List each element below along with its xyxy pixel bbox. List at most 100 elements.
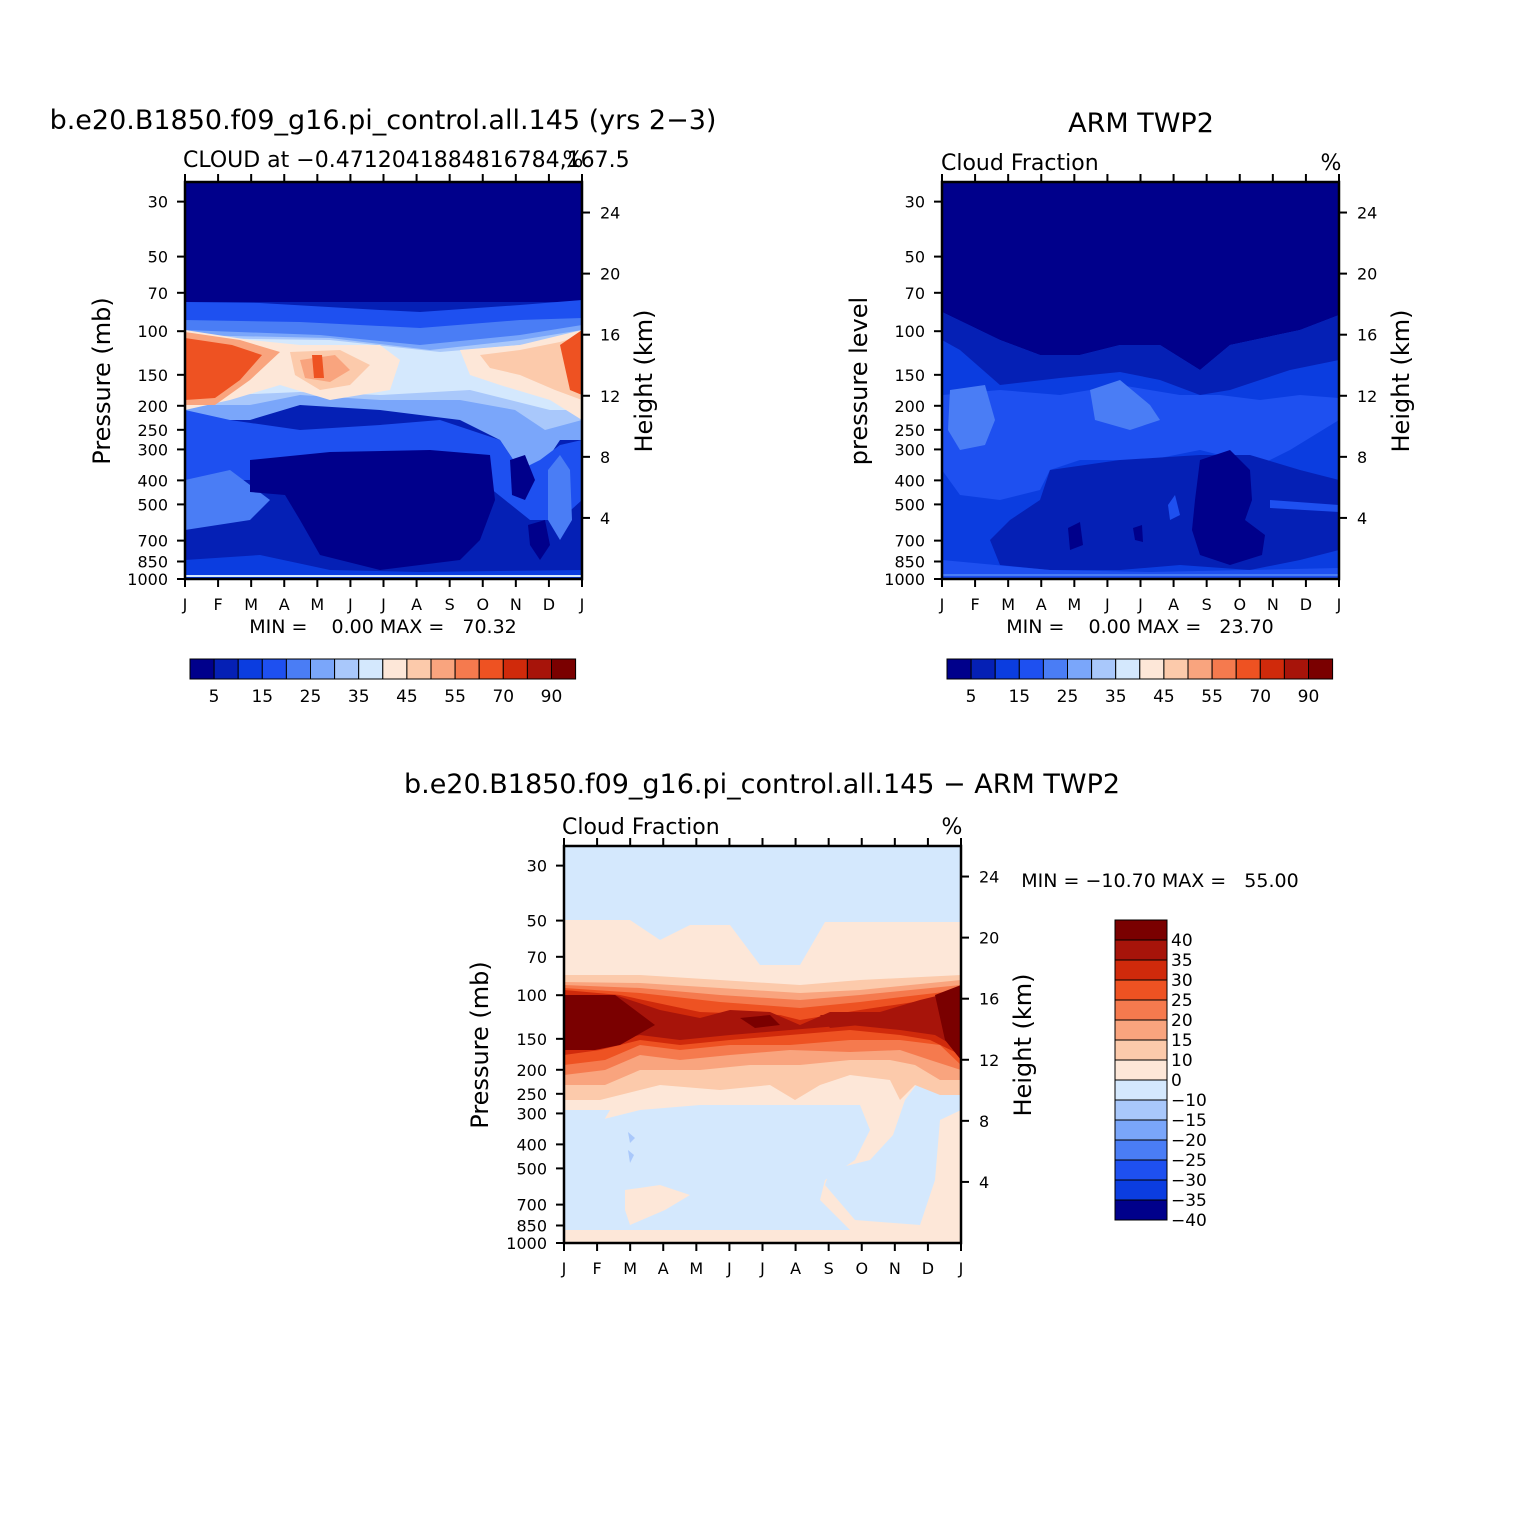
colorbar-swatch	[526, 658, 553, 680]
y-tick-label: 300	[894, 440, 925, 459]
colorbar: 5 15 25 35 45 55 70 90	[946, 658, 1334, 707]
y2-tick-label: 12	[600, 387, 620, 406]
x-tick-label: J	[380, 595, 386, 614]
colorbar-swatch	[1114, 1119, 1168, 1141]
y2-tick-label: 8	[1357, 448, 1367, 467]
colorbar-label: 15	[1008, 687, 1030, 707]
colorbar-swatch	[1114, 939, 1168, 961]
colorbar-label: 25	[300, 687, 322, 707]
colorbar-swatch	[406, 658, 432, 680]
y-tick-label: 250	[894, 421, 925, 440]
x-tick-label: O	[855, 1259, 868, 1278]
min-max-stats: MIN = 0.00 MAX = 70.32	[249, 616, 517, 638]
y-tick-label: 500	[137, 495, 168, 514]
x-tick-label: F	[213, 595, 222, 614]
y2-tick-label: 20	[979, 929, 999, 948]
colorbar-label: 45	[396, 687, 418, 707]
y-tick-label: 70	[905, 284, 925, 303]
y-tick-label: 50	[527, 912, 547, 931]
panel-observations: ARM TWP2 Cloud Fraction % 30 50 70 100 150 20…	[845, 108, 1415, 707]
y2-tick-label: 16	[600, 326, 620, 345]
x-tick-label: J	[726, 1259, 732, 1278]
y2-tick-label: 24	[600, 204, 620, 223]
y-axis-label: Pressure (mb)	[466, 961, 494, 1128]
y-tick-label: 200	[137, 397, 168, 416]
y2-tick-label: 12	[1357, 387, 1377, 406]
colorbar-label: 25	[1057, 687, 1079, 707]
colorbar-label: 55	[1201, 687, 1223, 707]
colorbar-swatch	[285, 658, 311, 680]
x-tick-label: J	[1336, 595, 1342, 614]
colorbar-label: 35	[1105, 687, 1127, 707]
colorbar-swatch	[1211, 658, 1237, 680]
y2-tick-label: 24	[1357, 204, 1377, 223]
min-max-stats: MIN = −10.70 MAX = 55.00	[1021, 870, 1298, 892]
height-axis: 24 20 16 12 8 4	[582, 204, 620, 528]
x-tick-label: A	[411, 595, 422, 614]
colorbar-label: −30	[1171, 1171, 1207, 1191]
colorbar-swatch	[478, 658, 504, 680]
colorbar-swatch	[1163, 658, 1189, 680]
colorbar-swatch	[1259, 658, 1285, 680]
y-tick-label: 300	[516, 1104, 547, 1123]
colorbar-label: 25	[1171, 991, 1193, 1011]
colorbar-label: 90	[541, 687, 563, 707]
x-tick-label: A	[790, 1259, 801, 1278]
colorbar-swatch	[454, 658, 480, 680]
colorbar-swatch	[1114, 1179, 1168, 1201]
y-axis-label: Pressure (mb)	[88, 297, 116, 464]
y-tick-label: 500	[894, 495, 925, 514]
colorbar-swatch	[237, 658, 263, 680]
x-tick-label: S	[445, 595, 455, 614]
x-tick-label: A	[279, 595, 290, 614]
colorbar-swatch	[502, 658, 528, 680]
x-tick-label: A	[1036, 595, 1047, 614]
panel-model: b.e20.B1850.f09_g16.pi_control.all.145 (…	[50, 105, 717, 707]
colorbar-swatch	[382, 658, 408, 680]
y2-tick-label: 8	[979, 1112, 989, 1131]
x-tick-label: M	[244, 595, 258, 614]
y2-tick-label: 8	[600, 448, 610, 467]
panel-title: b.e20.B1850.f09_g16.pi_control.all.145 (…	[50, 105, 717, 136]
y2-tick-label: 24	[979, 868, 999, 887]
x-tick-label: D	[1300, 595, 1312, 614]
colorbar-swatch	[358, 658, 384, 680]
x-tick-label: D	[922, 1259, 934, 1278]
colorbar-swatch	[189, 658, 215, 680]
y-axis-label: pressure level	[845, 297, 873, 465]
units-label: %	[563, 148, 584, 173]
x-tick-label: N	[510, 595, 522, 614]
x-tick-label: J	[347, 595, 353, 614]
colorbar-label: 5	[966, 687, 977, 707]
x-tick-label: A	[658, 1259, 669, 1278]
colorbar-label: 45	[1153, 687, 1175, 707]
y-tick-label: 300	[137, 440, 168, 459]
x-tick-label: A	[1168, 595, 1179, 614]
min-max-stats: MIN = 0.00 MAX = 23.70	[1006, 616, 1274, 638]
colorbar-swatch	[1114, 1019, 1168, 1041]
y-tick-label: 700	[516, 1196, 547, 1215]
colorbar-label: 15	[1171, 1031, 1193, 1051]
colorbar-swatch	[1042, 658, 1069, 680]
colorbar-swatch	[1139, 658, 1165, 680]
y-tick-label: 500	[516, 1159, 547, 1178]
colorbar-label: −10	[1171, 1091, 1207, 1111]
x-tick-label: J	[579, 595, 585, 614]
y2-axis-label: Height (km)	[630, 310, 658, 453]
panel-subtitle: CLOUD at −0.4712041884816784,167.5	[183, 148, 630, 173]
colorbar-swatch	[1114, 1139, 1168, 1161]
y-tick-label: 150	[516, 1030, 547, 1049]
colorbar-swatch	[310, 658, 336, 680]
colorbar-label: 40	[1171, 931, 1193, 951]
colorbar-swatch	[1018, 658, 1044, 680]
y-tick-label: 700	[137, 532, 168, 551]
x-tick-label: S	[1202, 595, 1212, 614]
colorbar: 5 15 25 35 45 55 70 90	[189, 658, 577, 707]
y-tick-label: 850	[894, 553, 925, 572]
y-tick-label: 200	[894, 397, 925, 416]
colorbar-swatch	[1114, 919, 1168, 941]
